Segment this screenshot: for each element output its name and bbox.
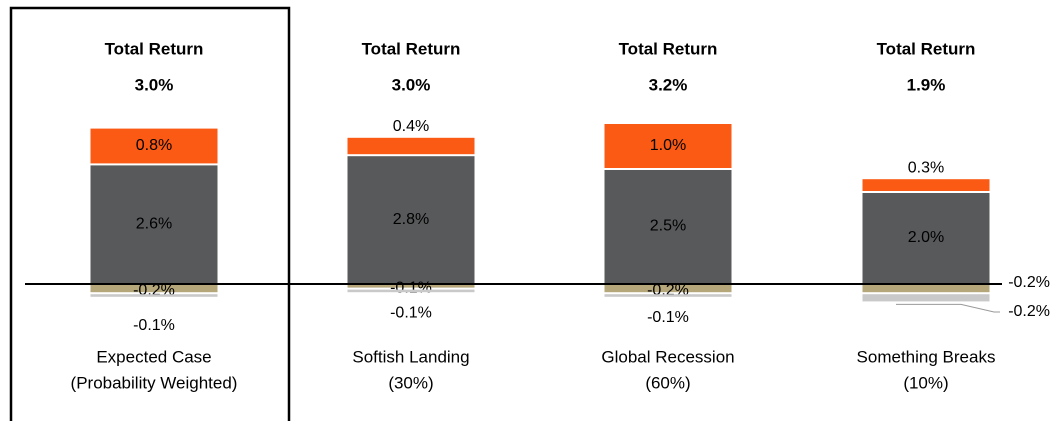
- category-label: (30%): [388, 373, 433, 392]
- category-label: Something Breaks: [857, 347, 996, 366]
- value-label: 2.5%: [650, 218, 686, 235]
- category-label: Global Recession: [601, 347, 734, 366]
- total-label: 3.2%: [649, 75, 688, 94]
- bar-segment: [862, 193, 990, 283]
- value-label: 0.4%: [393, 118, 429, 135]
- leader-line: [896, 303, 1000, 313]
- bar-segment: [604, 285, 732, 293]
- category-label: (10%): [903, 373, 948, 392]
- value-label: -0.1%: [133, 317, 175, 334]
- bar-segment: [347, 156, 475, 283]
- bar-segment: [862, 294, 990, 302]
- category-label: (60%): [645, 373, 690, 392]
- category-label: Expected Case: [96, 347, 211, 366]
- value-label: 0.8%: [136, 137, 172, 154]
- bar-segment: [90, 294, 218, 297]
- bar-segment: [604, 294, 732, 297]
- total-title: Total Return: [619, 39, 718, 58]
- total-title: Total Return: [877, 39, 976, 58]
- value-label: -0.2%: [1008, 274, 1050, 291]
- value-label: 2.8%: [393, 211, 429, 228]
- category-label: Softish Landing: [352, 347, 469, 366]
- value-label: -0.1%: [390, 304, 432, 321]
- total-title: Total Return: [362, 39, 461, 58]
- value-label: -0.1%: [647, 309, 689, 326]
- value-label: -0.2%: [1008, 303, 1050, 320]
- bar-segment: [862, 179, 990, 191]
- bar-segment: [347, 137, 475, 155]
- highlight-box: [9, 6, 291, 421]
- total-title: Total Return: [105, 39, 204, 58]
- total-label: 3.0%: [392, 75, 431, 94]
- total-label: 1.9%: [907, 75, 946, 94]
- bar-segment: [347, 289, 475, 293]
- bar-segment: [90, 165, 218, 283]
- value-label: 1.0%: [650, 137, 686, 154]
- category-label: (Probability Weighted): [71, 373, 238, 392]
- value-label: 2.6%: [136, 215, 172, 232]
- value-label: -0.1%: [390, 280, 432, 297]
- bar-segment: [604, 124, 732, 168]
- value-label: 2.0%: [908, 229, 944, 246]
- value-label: 0.3%: [908, 159, 944, 176]
- bar-segment: [862, 285, 990, 293]
- bar-segment: [90, 128, 218, 164]
- bar-segment: [604, 170, 732, 283]
- bar-segment: [90, 285, 218, 293]
- total-label: 3.0%: [135, 75, 174, 94]
- bar-segment: [347, 285, 475, 288]
